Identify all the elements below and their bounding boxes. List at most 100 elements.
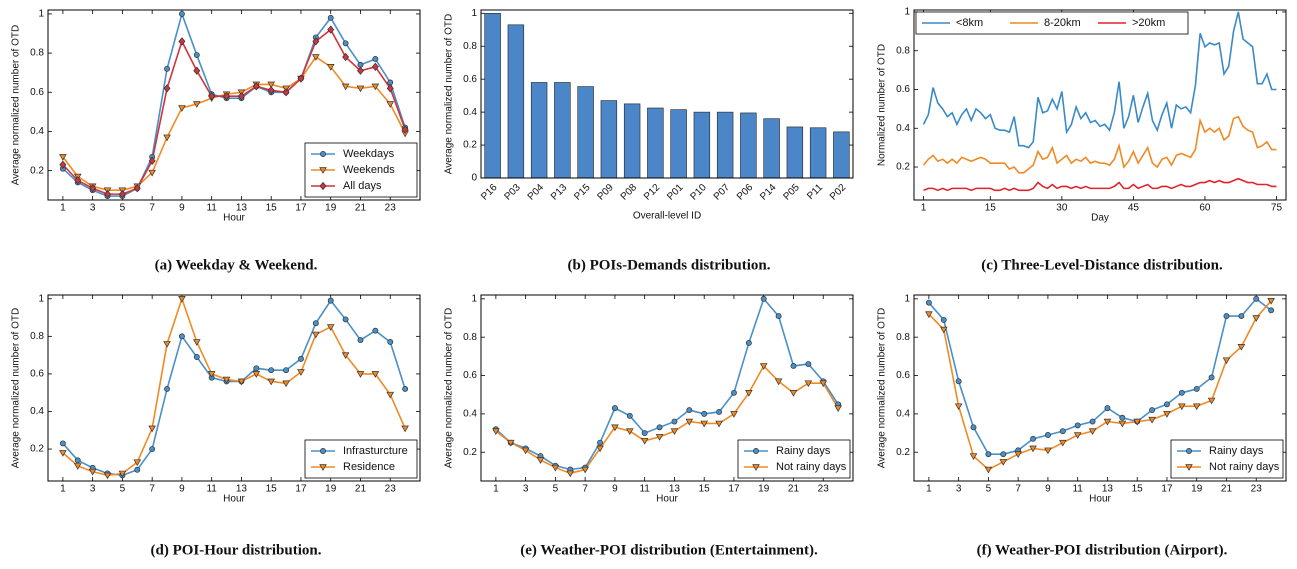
x-tick-label: 13 (236, 203, 248, 214)
x-tick-label: 11 (1072, 484, 1083, 495)
x-tick-label: 19 (758, 484, 770, 495)
x-tick-label: 7 (1015, 484, 1021, 495)
y-tick-label: 1 (471, 8, 477, 19)
marker (1059, 428, 1066, 435)
marker (925, 311, 933, 319)
x-tick-label: 21 (355, 203, 367, 214)
marker (163, 84, 171, 93)
marker (1222, 357, 1231, 365)
marker (492, 428, 500, 436)
x-axis-label: Hour (223, 494, 245, 505)
marker (357, 66, 364, 75)
marker (597, 439, 603, 446)
marker (312, 320, 319, 327)
marker (1104, 405, 1111, 412)
marker (267, 81, 276, 89)
plot-frame (47, 294, 421, 482)
x-tick-label: 3 (956, 484, 962, 495)
marker (611, 424, 619, 432)
marker (371, 62, 379, 71)
marker (789, 390, 798, 397)
y-tick-label: 0.6 (30, 87, 44, 98)
marker (89, 184, 97, 193)
marker (745, 339, 752, 346)
marker (327, 14, 334, 21)
marker (954, 403, 963, 411)
marker (775, 313, 782, 320)
x-tick-label: 9 (612, 484, 618, 495)
marker (59, 160, 67, 169)
x-tick-label: P10 (689, 182, 710, 203)
legend-box (1170, 439, 1284, 479)
legend-box (304, 439, 418, 479)
y-tick-label: 1 (904, 293, 910, 304)
marker (104, 189, 111, 199)
marker (371, 83, 380, 91)
marker (1148, 416, 1156, 424)
marker (134, 466, 141, 473)
marker (327, 297, 334, 304)
marker (118, 470, 127, 478)
marker (163, 341, 171, 348)
marker (731, 389, 737, 396)
marker (685, 418, 694, 426)
x-tick-label: 7 (582, 484, 588, 495)
marker (701, 410, 708, 417)
y-tick-label: 0 (471, 173, 477, 184)
x-tick-label: P14 (758, 182, 779, 203)
y-tick-label: 0.8 (463, 332, 477, 343)
marker (596, 445, 604, 453)
marker (59, 450, 67, 457)
marker (716, 409, 723, 415)
bar (484, 12, 501, 179)
marker (1000, 451, 1007, 458)
marker (819, 380, 828, 388)
x-tick-label: 7 (149, 203, 155, 214)
marker (237, 92, 245, 101)
x-tick-label: P15 (572, 182, 593, 203)
marker (148, 169, 156, 177)
bar (554, 82, 571, 179)
marker (536, 457, 545, 464)
x-tick-label: 9 (179, 484, 185, 495)
marker (148, 425, 156, 433)
y-tick-label: 0.8 (896, 332, 910, 343)
x-tick-label: 19 (1191, 484, 1203, 495)
marker (1103, 418, 1112, 426)
y-tick-label: 1 (471, 293, 477, 304)
marker (969, 453, 978, 460)
x-axis-label: Hour (223, 213, 245, 224)
marker (178, 105, 186, 112)
marker (715, 420, 723, 428)
line (62, 55, 406, 192)
x-tick-label: P11 (805, 182, 825, 202)
x-tick-label: 15 (266, 484, 278, 495)
marker (372, 56, 379, 62)
marker (970, 424, 977, 431)
marker (341, 352, 350, 360)
x-axis-label: Overall-level ID (633, 211, 701, 222)
marker (1074, 422, 1081, 429)
y-axis-label: Normalized number of OTD (877, 44, 888, 166)
y-tick-label: 0.4 (30, 126, 44, 137)
marker (999, 459, 1008, 466)
x-tick-label: P06 (735, 182, 756, 203)
marker (1118, 420, 1127, 428)
x-axis-label: Hour (1089, 494, 1111, 505)
marker (939, 326, 948, 334)
bar (670, 109, 687, 179)
y-tick-label: 0.4 (463, 409, 477, 420)
y-tick-label: 0.2 (463, 447, 477, 458)
marker (1044, 432, 1051, 438)
x-tick-label: P13 (549, 182, 570, 203)
marker (59, 440, 66, 447)
marker (730, 411, 738, 418)
marker (356, 85, 365, 93)
line (928, 297, 1272, 455)
marker (312, 54, 320, 61)
x-tick-label: 5 (120, 203, 126, 214)
x-tick-label: 23 (818, 484, 830, 495)
marker (1058, 439, 1067, 447)
x-tick-label: 5 (120, 484, 126, 495)
